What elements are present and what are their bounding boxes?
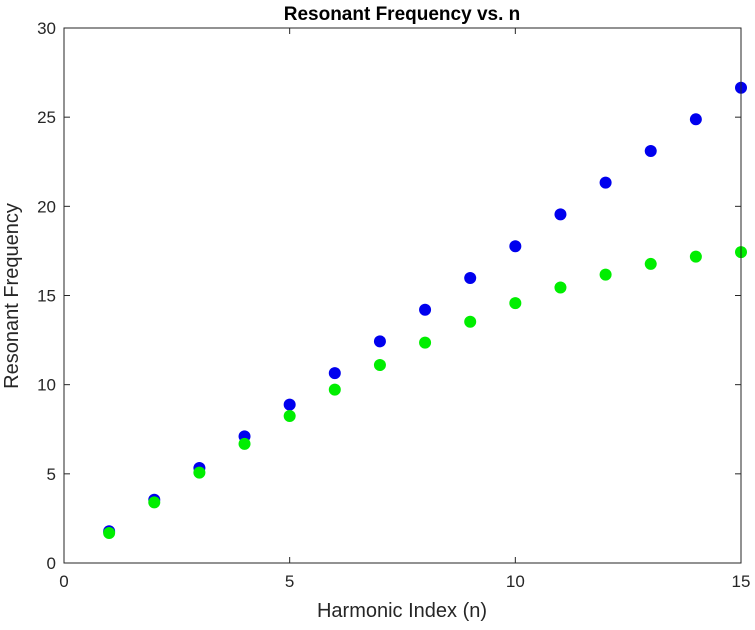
series-1-point <box>373 335 386 348</box>
axes-box <box>63 27 742 564</box>
series-2-point <box>644 257 657 270</box>
y-tick-label: 10 <box>37 376 56 395</box>
series-2-point <box>509 297 522 310</box>
series-1-point <box>283 398 296 411</box>
x-tick-label: 0 <box>59 572 68 591</box>
x-tick-label: 15 <box>732 572 751 591</box>
y-tick-label: 5 <box>47 465 56 484</box>
series-2-point <box>419 336 432 349</box>
plot-area <box>64 28 741 563</box>
series-1-point <box>599 176 612 189</box>
series-1-point <box>509 240 522 253</box>
x-tick-label: 5 <box>285 572 294 591</box>
x-tick-label: 10 <box>506 572 525 591</box>
y-tick-label: 15 <box>37 287 56 306</box>
y-tick-label: 25 <box>37 108 56 127</box>
series-1-point <box>554 208 567 221</box>
series-1-point <box>419 303 432 316</box>
x-axis-ticks: 0 5 10 15 <box>59 28 750 591</box>
series-2-point <box>554 281 567 294</box>
y-tick-label: 0 <box>47 554 56 573</box>
series-2-point <box>464 315 477 328</box>
series-2-point <box>238 437 251 450</box>
series-1-point <box>464 272 477 285</box>
series-2-point <box>103 527 116 540</box>
y-axis-label: Resonant Frequency <box>1 203 23 389</box>
series-1-point <box>644 145 657 158</box>
series-2-point <box>328 383 341 396</box>
series-2-point <box>283 410 296 423</box>
chart-title: Resonant Frequency vs. n <box>284 4 521 25</box>
y-tick-label: 20 <box>37 197 56 216</box>
series-1-point <box>328 367 341 380</box>
series-1-point <box>689 113 702 126</box>
series-2-point <box>193 466 206 479</box>
series-2-point <box>689 250 702 263</box>
series-2-point <box>373 359 386 372</box>
y-tick-label: 30 <box>37 19 56 38</box>
x-axis-label: Harmonic Index (n) <box>317 600 487 622</box>
series-2-point <box>599 268 612 281</box>
series-2-point <box>148 496 161 509</box>
